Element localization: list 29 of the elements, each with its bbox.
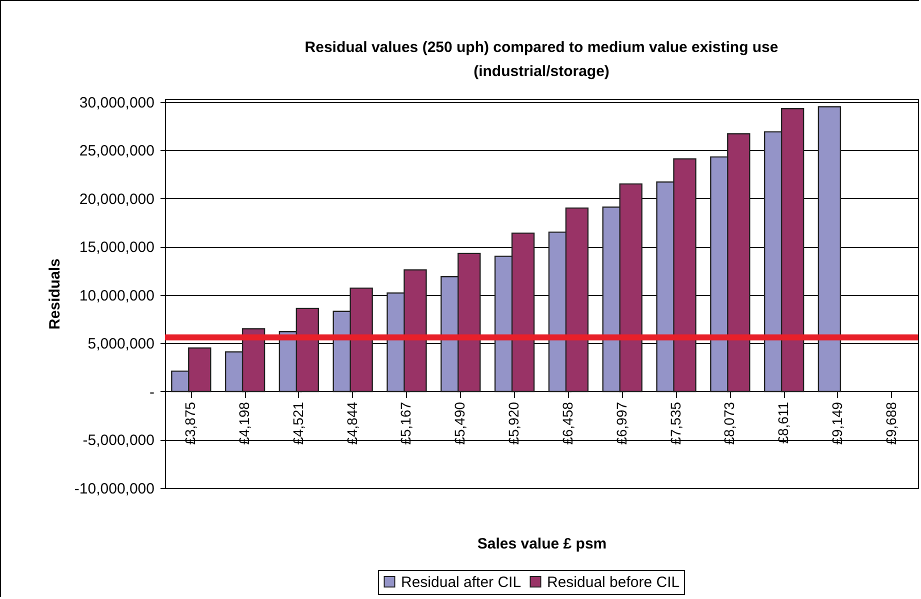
- x-tick-label: £6,458: [559, 402, 576, 445]
- x-tick-label: £8,611: [775, 402, 792, 444]
- x-tick-label: £6,997: [613, 402, 630, 445]
- x-tick-label: £5,920: [506, 402, 522, 445]
- x-tick-label: £4,521: [290, 402, 306, 445]
- y-tick-label: 20,000,000: [79, 190, 154, 208]
- y-tick-label: -: [150, 384, 154, 401]
- x-tick-label: £4,844: [344, 402, 360, 445]
- chart-title: Residual values (250 uph) compared to medium value existing use (industrial/storage): [304, 38, 778, 80]
- x-tick-label: £9,149: [828, 402, 845, 445]
- y-tick-label: 5,000,000: [88, 336, 154, 353]
- bar: [818, 106, 842, 392]
- x-tick-label: £5,490: [452, 402, 468, 445]
- x-tick-label: £8,073: [721, 402, 738, 445]
- y-tick-label: 25,000,000: [79, 142, 154, 160]
- x-tick-label: £7,535: [667, 402, 684, 445]
- x-tick-label: £5,167: [398, 402, 414, 445]
- legend-label: Residual before CIL: [547, 574, 680, 591]
- y-tick-label: -5,000,000: [82, 432, 154, 450]
- y-tick-label: 30,000,000: [79, 94, 154, 112]
- x-tick-label: £3,875: [182, 402, 198, 445]
- x-axis-title: Sales value £ psm: [477, 536, 607, 552]
- x-tick-label: £9,688: [882, 402, 899, 445]
- legend-label: Residual after CIL: [401, 574, 522, 591]
- y-tick-label: 10,000,000: [79, 287, 154, 304]
- y-axis-title: Residuals: [46, 258, 64, 330]
- x-tick-label: £4,198: [236, 402, 252, 445]
- y-tick-label: -10,000,000: [74, 480, 154, 498]
- y-tick-label: 15,000,000: [79, 239, 154, 256]
